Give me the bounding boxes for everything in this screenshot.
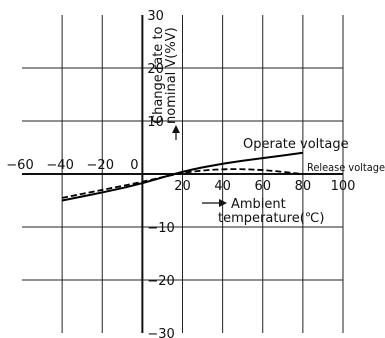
y-tick-label: −20 xyxy=(147,274,174,289)
series-operate-voltage-line xyxy=(61,151,304,202)
x-label-line-1: Ambient xyxy=(231,197,286,212)
tick-labels: −60 −40 −20 0 20 40 60 80 100 30 20 10 −10 −20 −30 xyxy=(6,9,355,338)
x-tick-label: 100 xyxy=(331,179,356,194)
x-tick-label: 0 xyxy=(130,158,138,173)
x-tick-label: 80 xyxy=(295,179,312,194)
y-tick-label: −30 xyxy=(147,327,174,338)
x-tick-label: 60 xyxy=(254,179,271,194)
x-tick-label: 40 xyxy=(214,179,231,194)
series-release-voltage-line xyxy=(61,168,303,199)
y-label-line-1: Change rate to xyxy=(151,26,166,124)
x-tick-label: −40 xyxy=(46,158,73,173)
y-tick-label: 20 xyxy=(147,62,164,77)
legend-release-voltage: Release voltage xyxy=(307,161,385,174)
y-label-arrowhead xyxy=(172,125,180,133)
x-tick-label: 20 xyxy=(174,179,191,194)
series-group xyxy=(61,151,304,202)
y-tick-label: 10 xyxy=(147,115,164,130)
x-tick-label: −20 xyxy=(87,158,114,173)
x-tick-label: −60 xyxy=(6,158,33,173)
y-tick-label: −10 xyxy=(147,221,174,236)
y-tick-label: 30 xyxy=(147,9,164,24)
x-label-arrowhead xyxy=(219,199,227,207)
y-axis-label: Change rate to nominal V(%V) xyxy=(151,26,179,124)
y-label-line-2: nominal V(%V) xyxy=(164,27,179,124)
legend-operate-voltage: Operate voltage xyxy=(243,137,349,152)
x-label-line-2: temperature(℃) xyxy=(218,211,324,226)
